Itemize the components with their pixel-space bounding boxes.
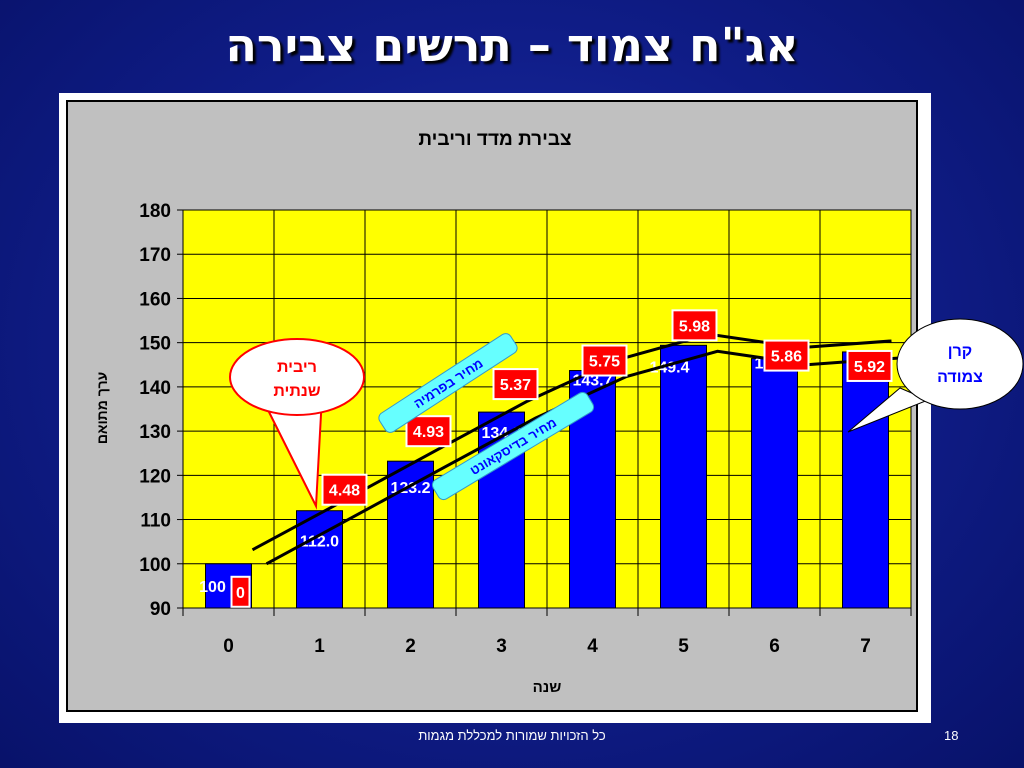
bar: [842, 351, 889, 609]
x-tick-label: 7: [860, 636, 871, 657]
x-tick-label: 3: [496, 636, 507, 657]
premium-price-tag-shape: [378, 333, 518, 433]
y-tick-label: 120: [139, 466, 171, 487]
y-tick-label: 90: [150, 599, 171, 620]
bar-value-label: 100: [199, 579, 226, 596]
principal-callout-text-2: צמודה: [937, 369, 983, 386]
y-tick-label: 100: [139, 555, 171, 576]
y-tick-label: 110: [140, 511, 171, 532]
x-tick-label: 0: [223, 636, 234, 657]
chart-title: צבירת מדד וריבית: [418, 129, 571, 150]
slide-title: אג"ח צמוד – תרשים צבירה: [225, 18, 799, 72]
x-tick-label: 4: [587, 636, 598, 657]
interest-box: [321, 473, 368, 506]
interest-label: 5.86: [771, 349, 802, 366]
y-tick-label: 180: [139, 201, 171, 222]
interest-label: 5.37: [500, 377, 531, 394]
x-axis-title: שנה: [533, 679, 562, 696]
y-tick-label: 130: [139, 422, 171, 443]
bar-value-label: 123.2: [390, 480, 430, 497]
interest-box: [671, 309, 718, 342]
interest-box: [492, 368, 539, 401]
principal-callout-text: קרן: [948, 343, 973, 360]
principal-callout-bubble: [896, 318, 1024, 410]
interest-box: [581, 344, 628, 377]
interest-label: 5.92: [854, 359, 885, 376]
x-tick-label: 6: [769, 636, 780, 657]
interest-box: [846, 349, 893, 382]
interest-callout-mask: [262, 392, 322, 404]
y-axis-title: ערך מתואם: [94, 372, 110, 444]
interest-box: [405, 415, 452, 448]
x-tick-label: 5: [678, 636, 689, 657]
bar: [751, 358, 798, 609]
interest-label: 4.93: [413, 424, 444, 441]
y-tick-label: 150: [139, 334, 171, 355]
page-number: 18: [944, 728, 959, 743]
interest-box: [763, 339, 810, 372]
x-tick-label: 1: [314, 636, 325, 657]
y-tick-label: 140: [139, 378, 171, 399]
bar: [660, 344, 707, 609]
footer-copyright: כל הזכויות שמורות למכללת מגמות: [418, 728, 606, 743]
bar-value-label: 149.4: [649, 359, 689, 376]
discount-price-tag-shape: [431, 391, 595, 501]
interest-label: 4.48: [329, 483, 360, 500]
x-tick-label: 2: [405, 636, 416, 657]
interest-box: [230, 575, 251, 608]
interest-label: 0: [236, 585, 245, 602]
interest-label: 5.98: [679, 318, 710, 335]
interest-label: 5.75: [589, 354, 620, 371]
bar-value-label: 112.0: [300, 534, 339, 551]
y-tick-label: 170: [139, 245, 171, 266]
interest-callout-text: ריבית: [277, 359, 317, 376]
interest-callout-text-2: שנתית: [273, 383, 320, 400]
y-tick-label: 160: [139, 289, 171, 310]
